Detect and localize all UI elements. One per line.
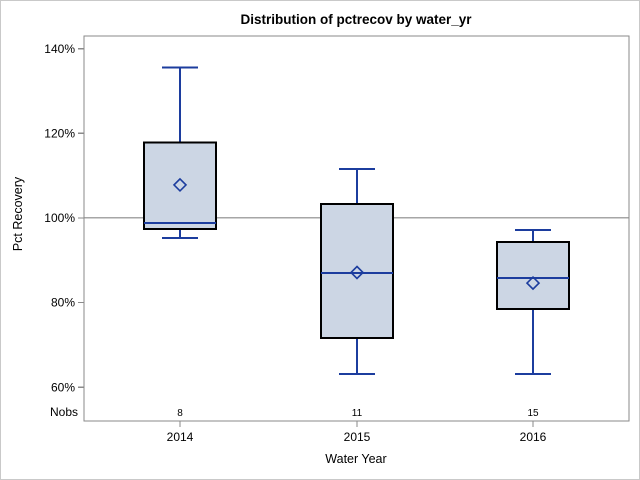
- x-axis-title: Water Year: [325, 452, 386, 466]
- mean-diamond-marker: [525, 275, 541, 291]
- y-tick-label: 80%: [51, 296, 75, 310]
- y-tick-label: 100%: [44, 211, 75, 225]
- plot-area: 140% 120% 100% 80% 60% 8 2014 11 2015 15 2016: [44, 35, 630, 444]
- x-tick-label: 2015: [344, 430, 371, 444]
- mean-diamond-marker: [172, 177, 188, 193]
- y-tick-label: 60%: [51, 380, 75, 394]
- iqr-box: [143, 141, 217, 230]
- x-tick-label: 2016: [520, 430, 547, 444]
- mean-diamond-marker: [349, 265, 365, 280]
- nobs-value: 11: [352, 408, 363, 419]
- y-tick-label: 120%: [44, 127, 75, 141]
- x-tick-label: 2014: [167, 430, 194, 444]
- y-tick-label: 140%: [44, 42, 75, 56]
- iqr-box: [320, 202, 394, 340]
- nobs-row-label: Nobs: [50, 405, 78, 419]
- nobs-value: 15: [527, 408, 539, 419]
- iqr-box: [496, 241, 570, 310]
- chart-title: Distribution of pctrecov by water_yr: [240, 12, 472, 27]
- nobs-value: 8: [177, 408, 183, 419]
- y-axis-title: Pct Recovery: [11, 176, 25, 251]
